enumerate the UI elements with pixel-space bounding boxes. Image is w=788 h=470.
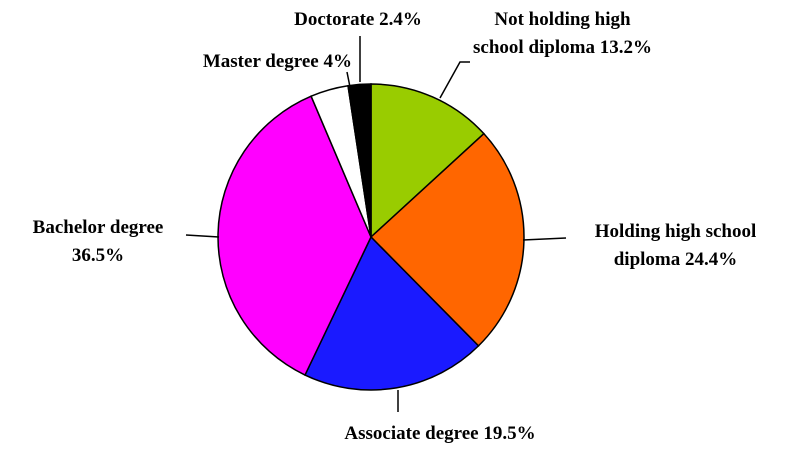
slice-label: Master degree 4% [202,51,352,72]
leader-line [439,61,470,99]
leader-line [185,234,220,238]
pie-slice [369,132,525,347]
slice-label: Bachelor degree 36.5% [32,217,164,266]
pie-slice [347,83,372,238]
slice-label: Doctorate 2.4% [294,9,422,30]
pie-slice [303,235,480,391]
slice-label: Associate degree 19.5% [344,423,536,444]
slice-label: Not holding high school diploma 13.2% [473,9,652,58]
pie-slice [370,83,485,239]
slice-label: Holding high school diploma 24.4% [594,221,757,270]
leader-line [346,71,351,88]
pie-slice [217,95,372,377]
leader-line [522,237,567,241]
